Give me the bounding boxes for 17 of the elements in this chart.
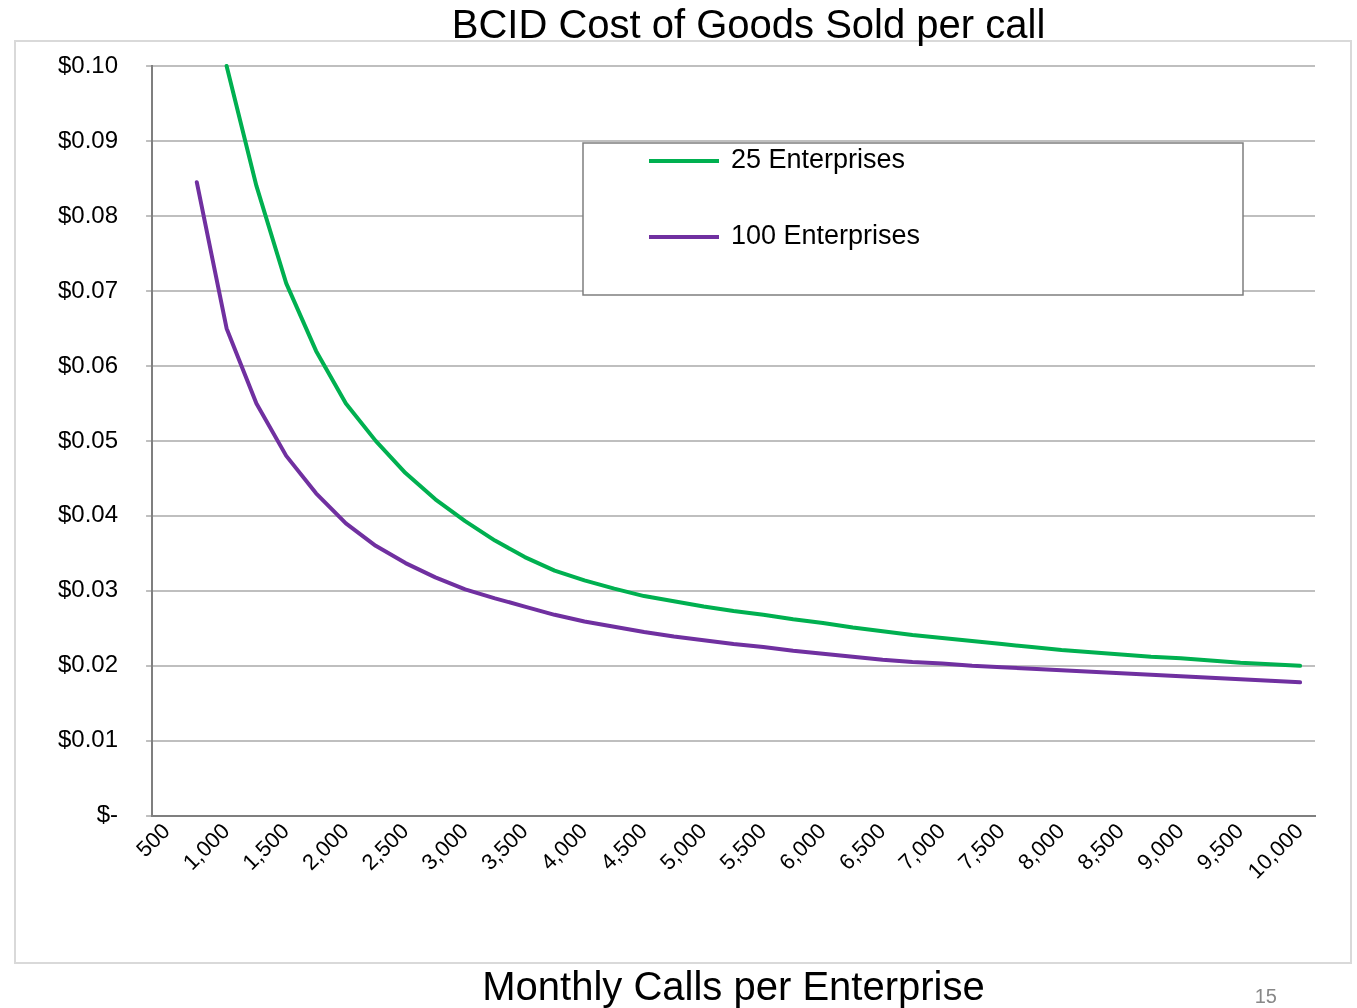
y-tick-label: $0.04 [58,500,119,528]
legend-label: 100 Enterprises [731,220,921,251]
legend-label: 25 Enterprises [731,144,906,175]
y-tick-label: $0.10 [58,50,119,78]
y-tick-label: $0.08 [58,200,119,228]
y-tick-label: $0.09 [58,125,119,153]
y-tick-label: $0.07 [58,275,119,303]
y-tick-label: $0.05 [58,425,119,453]
y-tick-label: $0.01 [58,725,119,753]
x-axis-title: Monthly Calls per Enterprise [482,964,985,1008]
y-tick-label: $0.03 [58,575,119,603]
x-tick-label: 500 [131,818,175,862]
y-tick-label: $0.02 [58,650,119,678]
y-tick-label: $- [96,800,119,828]
chart-title: BCID Cost of Goods Sold per call [450,1,1047,48]
text: 15 [1254,985,1277,1008]
y-tick-label: $0.06 [58,350,119,378]
